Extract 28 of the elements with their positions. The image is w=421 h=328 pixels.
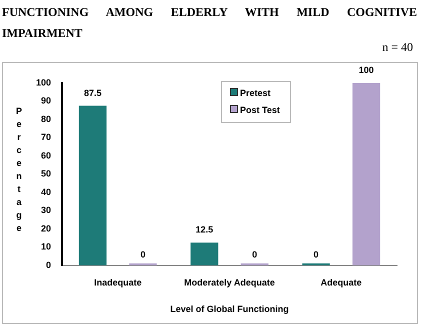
data-label: 0 xyxy=(314,249,319,260)
text: Percentage xyxy=(16,106,22,233)
x-tick-label: Moderately Adequate xyxy=(184,277,275,288)
y-tick-label: 10 xyxy=(41,242,52,252)
y-tick-label: 60 xyxy=(41,150,52,160)
legend-label: Post Test xyxy=(239,104,280,117)
y-tick-label: 90 xyxy=(41,96,52,106)
data-label: 12.5 xyxy=(196,224,214,235)
data-label: 87.5 xyxy=(84,88,102,98)
x-tick-label: Adequate xyxy=(320,277,362,288)
legend-label: Pretest xyxy=(239,87,272,100)
data-label: 100 xyxy=(358,64,374,75)
data-label: 0 xyxy=(252,249,258,260)
y-tick-label: 70 xyxy=(41,132,52,142)
chart-title: FUNCTIONING AMONG ELDERLY WITH MILD COGNITIVE IMPAIRMENT xyxy=(2,5,417,40)
y-tick-label: 50 xyxy=(41,168,52,179)
bar xyxy=(352,83,380,266)
y-tick-label: 20 xyxy=(41,223,52,234)
bar xyxy=(78,106,107,266)
y-tick-label: 0 xyxy=(46,260,52,270)
y-tick-label: 80 xyxy=(41,114,52,124)
y-tick-label: 30 xyxy=(41,205,52,216)
data-label: 0 xyxy=(140,249,146,260)
y-tick-label: 40 xyxy=(41,186,52,197)
y-tick-label: 100 xyxy=(36,77,52,88)
x-tick-label: Inadequate xyxy=(94,277,142,288)
x-axis-title: Level of Global Functioning xyxy=(170,304,289,314)
text: n = 40 xyxy=(382,40,413,55)
